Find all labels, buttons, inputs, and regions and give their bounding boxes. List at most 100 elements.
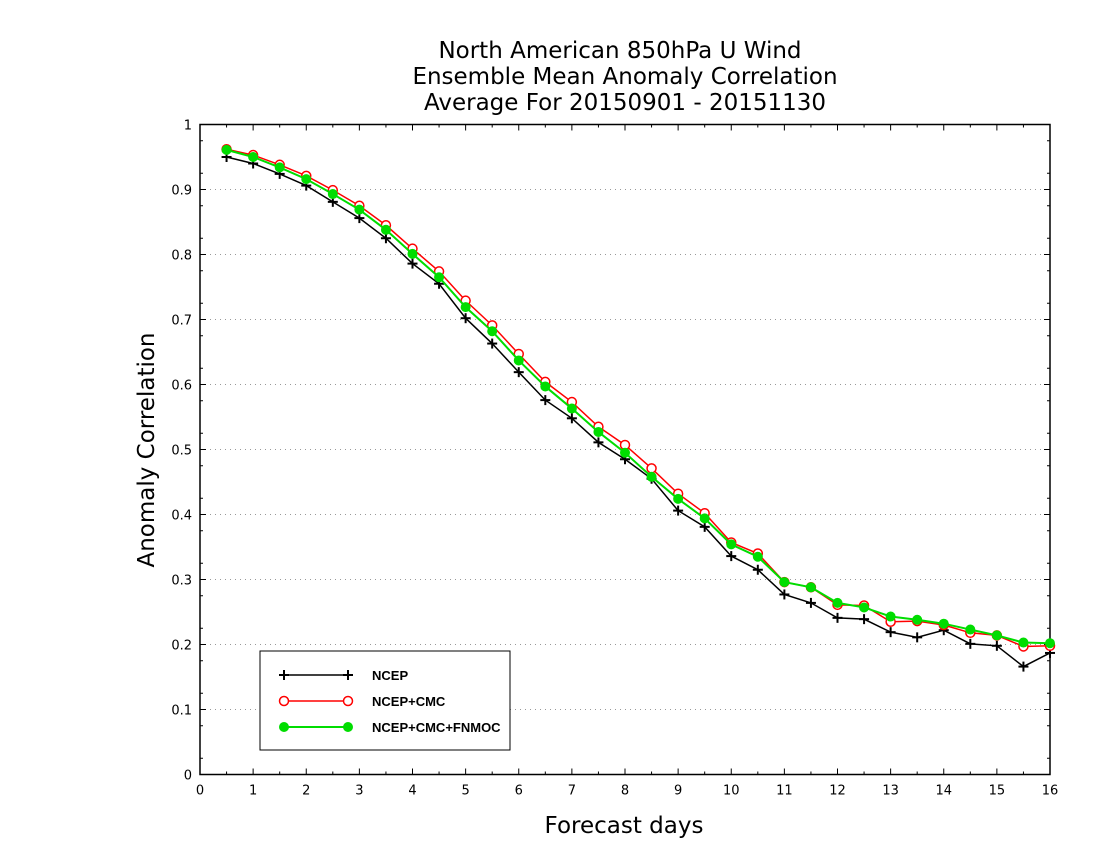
data-point — [859, 602, 870, 613]
x-tick-label: 8 — [621, 784, 629, 799]
data-point — [991, 630, 1002, 641]
y-tick-label: 0.1 — [171, 704, 192, 719]
data-point — [912, 632, 923, 643]
legend-marker — [343, 722, 353, 732]
legend-marker — [279, 670, 289, 680]
y-tick-label: 0 — [184, 769, 192, 784]
x-tick-label: 15 — [989, 784, 1006, 799]
data-point — [354, 204, 365, 215]
data-point — [1045, 638, 1055, 649]
legend-entry: NCEP+CMC — [278, 694, 446, 709]
data-point — [699, 513, 710, 524]
data-point — [859, 614, 870, 625]
data-point — [248, 152, 259, 162]
data-point — [885, 611, 896, 622]
y-tick-label: 0.9 — [171, 184, 192, 199]
legend-marker — [278, 695, 290, 707]
data-point — [540, 395, 551, 406]
data-point — [726, 551, 737, 562]
data-point — [513, 355, 524, 366]
data-point — [354, 213, 365, 224]
y-tick-label: 0.3 — [171, 574, 192, 589]
data-point — [407, 248, 418, 259]
data-point — [1018, 661, 1029, 672]
x-tick-label: 2 — [302, 784, 310, 799]
x-tick-label: 11 — [776, 784, 793, 799]
data-point — [726, 539, 737, 550]
legend-entry: NCEP+CMC+FNMOC — [279, 720, 501, 735]
chart-title: North American 850hPa U Wind Ensemble Me… — [412, 38, 837, 116]
series-line — [226, 148, 1051, 645]
data-point — [965, 624, 976, 635]
x-tick-label: 6 — [515, 784, 523, 799]
x-tick-label: 14 — [935, 784, 952, 799]
x-axis-ticks: 0 1 2 3 4 5 6 7 8 9 10 11 12 13 14 15 16 — [196, 124, 1059, 799]
data-point — [832, 612, 843, 623]
data-point — [460, 313, 471, 324]
data-point — [593, 426, 604, 437]
data-point — [487, 338, 498, 349]
series-line — [226, 148, 1051, 648]
data-point — [620, 447, 630, 458]
y-axis-label: Anomaly Correlation — [134, 332, 160, 567]
x-tick-label: 0 — [196, 784, 204, 799]
data-point — [566, 413, 577, 424]
data-point — [805, 582, 816, 593]
data-point — [487, 326, 498, 337]
title-line-2: Ensemble Mean Anomaly Correlation — [412, 64, 837, 90]
data-point — [752, 551, 763, 562]
legend-label: NCEP+CMC — [372, 694, 446, 709]
data-point — [646, 463, 657, 474]
y-tick-label: 0.8 — [171, 249, 192, 264]
data-point — [434, 272, 445, 283]
data-point — [673, 505, 684, 516]
data-point — [646, 471, 657, 482]
y-axis-ticks: 0 0.1 0.2 0.3 0.4 0.5 0.6 0.7 0.8 0.9 1 — [171, 119, 1050, 784]
series-line — [226, 156, 1051, 668]
y-tick-label: 0.6 — [171, 379, 192, 394]
data-point — [699, 521, 710, 532]
data-point — [965, 638, 976, 649]
data-point — [327, 189, 338, 200]
legend: NCEP NCEP+CMC NCEP+CMC+FNMOC — [259, 650, 511, 751]
x-tick-label: 1 — [249, 784, 257, 799]
x-tick-label: 3 — [355, 784, 363, 799]
x-tick-label: 4 — [408, 784, 416, 799]
y-tick-label: 0.7 — [171, 314, 192, 329]
data-point — [460, 302, 471, 313]
x-tick-label: 7 — [568, 784, 576, 799]
legend-marker — [279, 722, 289, 732]
series-ncep-cmc — [221, 143, 1056, 652]
data-point — [380, 233, 391, 244]
x-tick-label: 12 — [829, 784, 846, 799]
data-point — [673, 493, 684, 504]
y-tick-label: 0.2 — [171, 639, 192, 654]
data-point — [752, 564, 763, 575]
data-point — [805, 597, 816, 608]
data-point — [221, 144, 232, 155]
data-point — [832, 597, 843, 608]
legend-marker — [343, 670, 353, 680]
legend-label: NCEP+CMC+FNMOC — [372, 720, 501, 735]
y-tick-label: 0.5 — [171, 444, 192, 459]
data-point — [380, 224, 391, 235]
y-tick-label: 0.4 — [171, 509, 192, 524]
x-axis-label: Forecast days — [545, 813, 704, 839]
x-tick-label: 5 — [461, 784, 469, 799]
legend-label: NCEP — [372, 668, 408, 683]
x-tick-label: 9 — [674, 784, 682, 799]
data-point — [513, 367, 524, 378]
data-point — [274, 162, 285, 173]
data-point — [912, 614, 923, 625]
x-tick-label: 16 — [1042, 784, 1059, 799]
data-point — [301, 174, 312, 185]
series-ncep-cmc-fnmoc — [221, 144, 1055, 649]
series-ncep — [221, 152, 1055, 672]
data-point — [885, 627, 896, 638]
x-tick-label: 13 — [882, 784, 899, 799]
data-point — [779, 577, 790, 588]
title-line-3: Average For 20150901 - 20151130 — [424, 90, 826, 116]
x-tick-label: 10 — [723, 784, 740, 799]
data-point — [566, 403, 577, 414]
